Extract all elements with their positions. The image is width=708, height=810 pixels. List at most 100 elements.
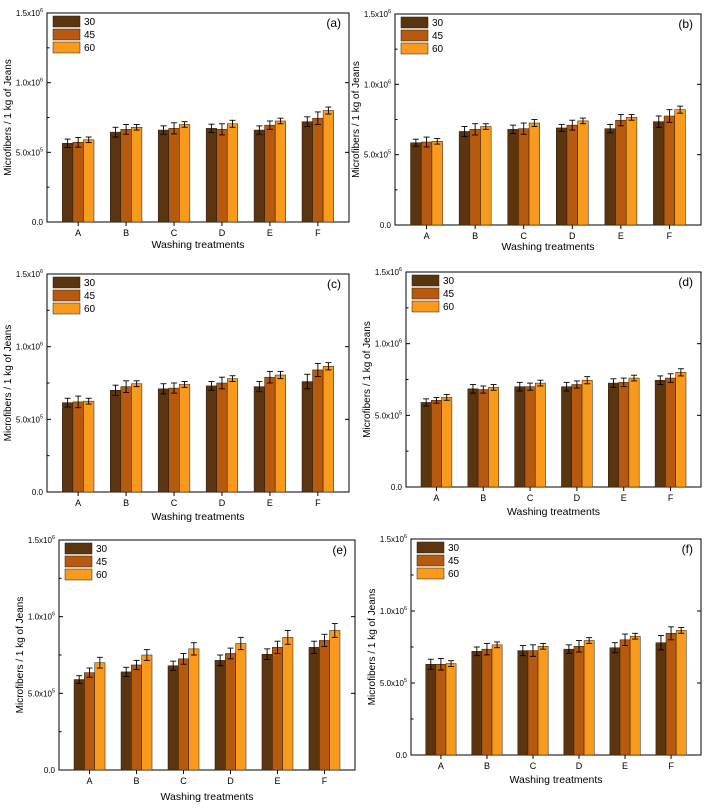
x-tick-label: D	[227, 776, 234, 786]
bar-30-E	[604, 128, 616, 226]
y-tick-label: 0.0	[32, 488, 44, 497]
y-tick-label: 5.0x105	[28, 688, 55, 698]
x-tick-label: A	[433, 493, 439, 503]
bar-30-E	[261, 653, 273, 771]
bar-45-E	[272, 647, 283, 771]
bar-30-D	[561, 386, 573, 488]
bar-60-E	[274, 374, 286, 493]
legend-swatch-30	[52, 15, 81, 28]
x-tick-label: B	[123, 228, 129, 238]
legend-label-30: 30	[96, 544, 108, 555]
y-tick-label: 1.0x106	[380, 606, 407, 616]
bar-45-C	[168, 128, 180, 223]
bar-60-B	[491, 644, 503, 756]
bar-45-F	[665, 377, 676, 488]
legend-label-60: 60	[96, 570, 108, 581]
bar-30-E	[609, 647, 621, 756]
bar-60-C	[179, 384, 191, 493]
bar-30-A	[425, 664, 437, 756]
bar-60-A	[83, 400, 95, 493]
bar-45-E	[618, 382, 630, 488]
x-tick-label: E	[267, 498, 273, 508]
bar-60-B	[141, 654, 153, 771]
y-tick-label: 1.5x106	[16, 269, 43, 279]
bar-60-C	[179, 124, 191, 223]
bar-60-F	[322, 366, 334, 493]
bar-45-F	[312, 369, 324, 493]
x-tick-label: C	[171, 498, 178, 508]
legend-swatch-60	[411, 300, 440, 313]
legend-label-30: 30	[432, 18, 444, 29]
bar-45-D	[216, 129, 228, 223]
legend-swatch-30	[52, 276, 81, 289]
x-tick-label: B	[480, 493, 486, 503]
bar-60-A	[94, 662, 106, 771]
x-tick-label: A	[438, 761, 444, 771]
y-tick-label: 5.0x105	[380, 678, 407, 688]
bar-60-D	[577, 120, 589, 226]
bar-30-C	[157, 129, 170, 223]
legend-swatch-45	[52, 28, 81, 41]
bar-60-F	[675, 372, 687, 488]
panel-label: (d)	[678, 275, 693, 289]
x-tick-label: F	[668, 493, 674, 503]
legend-swatch-45	[416, 554, 445, 567]
bar-60-A	[431, 141, 443, 226]
bar-60-F	[329, 630, 341, 771]
x-tick-label: D	[576, 761, 583, 771]
bar-60-B	[488, 387, 499, 488]
bar-60-F	[675, 630, 687, 756]
x-axis-title: Washing treatments	[161, 791, 254, 803]
legend-swatch-45	[400, 29, 429, 42]
bar-60-B	[131, 127, 143, 223]
x-tick-label: F	[667, 231, 673, 241]
bar-30-F	[655, 642, 667, 756]
bar-60-E	[628, 377, 640, 488]
bar-30-E	[253, 129, 265, 223]
bar-30-E	[608, 382, 619, 488]
legend-label-60: 60	[443, 302, 455, 313]
x-tick-label: B	[134, 776, 140, 786]
bar-45-C	[524, 386, 536, 488]
legend-swatch-60	[64, 568, 93, 581]
bar-30-A	[62, 143, 74, 223]
bar-60-C	[534, 382, 546, 488]
y-axis-title: Microfibers / 1 kg of Jeans	[3, 59, 14, 176]
x-tick-label: E	[618, 231, 624, 241]
y-tick-label: 0.0	[396, 751, 408, 760]
x-tick-label: D	[574, 493, 581, 503]
bar-45-D	[573, 646, 585, 756]
legend-swatch-45	[64, 555, 93, 568]
bar-60-A	[83, 139, 95, 223]
y-tick-label: 1.0x106	[16, 342, 43, 352]
bar-45-E	[615, 119, 627, 226]
y-axis-title: Microfibers / 1 kg of Jeans	[362, 321, 373, 438]
bar-60-D	[583, 640, 595, 756]
y-tick-label: 1.5x106	[16, 8, 43, 18]
bar-45-F	[312, 117, 324, 223]
bar-60-C	[188, 648, 200, 771]
legend: 30 45 60	[52, 276, 96, 315]
legend-label-30: 30	[443, 276, 455, 287]
bar-45-B	[469, 129, 481, 226]
x-tick-label: C	[180, 776, 187, 786]
y-axis-title: Microfibers / 1 kg of Jeans	[367, 589, 378, 706]
bar-30-C	[514, 386, 526, 488]
bar-30-D	[205, 128, 217, 223]
bar-30-B	[458, 131, 471, 226]
panel-label: (a)	[326, 16, 341, 30]
y-tick-label: 1.0x106	[364, 79, 391, 89]
legend-label-45: 45	[84, 30, 96, 41]
bar-30-B	[110, 131, 122, 223]
bar-45-E	[619, 639, 631, 756]
bar-30-F	[654, 379, 666, 488]
x-tick-label: C	[171, 228, 178, 238]
y-tick-label: 1.5x106	[375, 267, 402, 277]
bar-30-D	[563, 648, 575, 756]
x-tick-label: B	[472, 231, 478, 241]
y-tick-label: 1.0x106	[16, 78, 43, 88]
bar-30-A	[410, 142, 422, 226]
bar-45-D	[571, 384, 583, 488]
bar-60-F	[674, 109, 686, 226]
